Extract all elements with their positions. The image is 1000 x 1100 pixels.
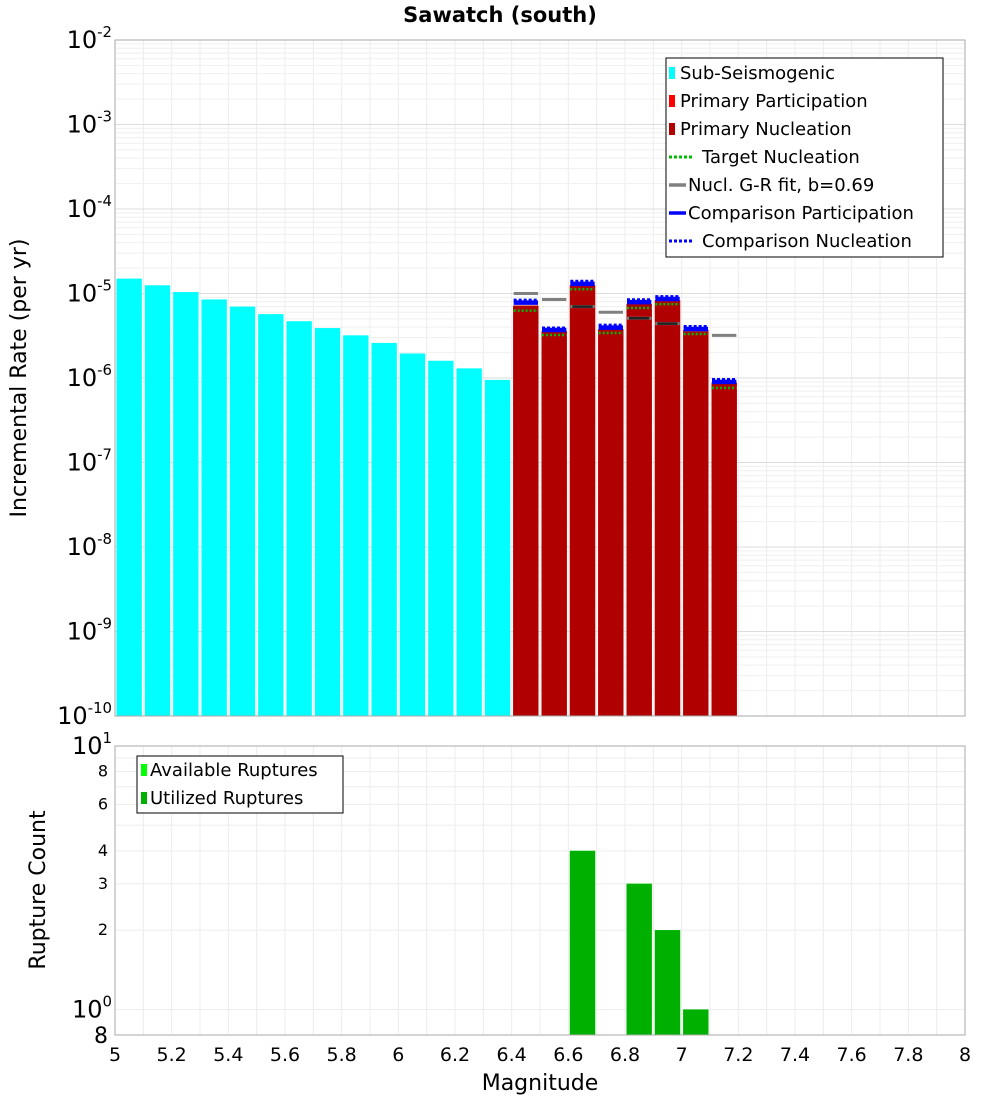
- top-panel-lines: [513, 279, 737, 390]
- bar: [569, 850, 596, 1035]
- x-tick-label: 6.6: [553, 1044, 583, 1066]
- bar: [173, 292, 199, 716]
- legend-label: Nucl. G-R fit, b=0.69: [688, 175, 874, 196]
- y-tick-label: 2: [98, 920, 108, 939]
- y-tick-label: 10-10: [57, 699, 112, 730]
- top-plot-frame: [114, 39, 966, 717]
- legend-label: Sub-Seismogenic: [680, 63, 835, 84]
- y-tick-label: 10-5: [67, 277, 112, 308]
- top-panel-bars: [116, 278, 737, 716]
- x-tick-label: 6.2: [440, 1044, 470, 1066]
- x-tick-labels: 5 5.2 5.4 5.6 5.8 6 6.2 6.4 6.6 6.8 7 7.2 7.4 7.6 7.8 8: [109, 1044, 971, 1066]
- y-tick-label: 8: [98, 762, 108, 781]
- bar: [683, 329, 709, 716]
- bar: [258, 314, 284, 716]
- legend-swatch: [141, 792, 147, 804]
- bar: [116, 278, 142, 716]
- bar: [201, 299, 227, 716]
- legend-swatch: [669, 123, 675, 135]
- top-y-axis-label: Incremental Rate (per yr): [7, 239, 32, 518]
- y-tick-label: 8: [94, 1024, 108, 1049]
- bar: [286, 321, 312, 716]
- legend-box: [665, 57, 944, 258]
- x-tick-label: 5.6: [270, 1044, 300, 1066]
- y-tick-label: 10-6: [67, 361, 112, 392]
- legend-label: Primary Participation: [680, 91, 868, 112]
- x-tick-label: 6: [392, 1044, 404, 1066]
- x-tick-label: 5.8: [327, 1044, 357, 1066]
- bar: [626, 304, 652, 716]
- y-tick-label: 101: [72, 729, 112, 760]
- bar: [144, 285, 171, 716]
- y-tick-label: 10-2: [67, 23, 112, 54]
- legend-label: Comparison Nucleation: [702, 231, 912, 252]
- legend-label: Available Ruptures: [150, 760, 318, 781]
- legend-label: Comparison Participation: [688, 203, 914, 224]
- x-tick-label: 5: [109, 1044, 121, 1066]
- y-tick-label: 6: [98, 794, 108, 813]
- x-tick-label: 7.4: [780, 1044, 810, 1066]
- legend-swatch: [669, 95, 675, 107]
- y-tick-label: 4: [98, 841, 108, 860]
- bottom-plot-frame: [114, 745, 966, 1036]
- x-tick-label: 8: [959, 1044, 971, 1066]
- chart-title: Sawatch (south): [403, 3, 597, 27]
- y-tick-label: 3: [98, 874, 108, 893]
- bar: [626, 883, 652, 1035]
- legend-swatch: [141, 764, 147, 776]
- bar: [229, 306, 256, 716]
- bar: [513, 305, 539, 716]
- y-tick-label: 10-9: [67, 615, 112, 646]
- bar: [399, 353, 426, 716]
- bottom-panel-bars: [569, 850, 709, 1035]
- y-tick-label: 10-8: [67, 530, 112, 561]
- x-tick-label: 5.2: [157, 1044, 187, 1066]
- legend-label: Primary Nucleation: [680, 119, 852, 140]
- y-tick-label: 10-3: [67, 108, 112, 139]
- x-tick-label: 7.6: [837, 1044, 867, 1066]
- bar: [654, 300, 681, 716]
- bar: [711, 382, 737, 716]
- y-tick-label: 10-7: [67, 446, 112, 477]
- bar: [541, 330, 567, 716]
- bar: [428, 360, 454, 716]
- x-tick-label: 6.4: [497, 1044, 527, 1066]
- bottom-y-axis-label: Rupture Count: [26, 810, 51, 970]
- y-tick-label: 10-4: [67, 192, 112, 223]
- y-tick-label: 100: [72, 993, 112, 1024]
- bar: [314, 328, 341, 716]
- bar: [371, 342, 397, 716]
- bar: [654, 930, 681, 1035]
- bar: [683, 1009, 709, 1035]
- x-tick-label: 5.4: [213, 1044, 243, 1066]
- bar: [343, 335, 369, 716]
- top-y-tick-labels: 10-10 10-9 10-8 10-7 10-6 10-5 10-4 10-3 10-2: [57, 23, 112, 730]
- bar: [569, 285, 596, 716]
- bottom-legend: Available Ruptures Utilized Ruptures: [136, 755, 344, 814]
- bar: [456, 368, 482, 716]
- x-tick-label: 6.8: [610, 1044, 640, 1066]
- bar: [598, 329, 624, 716]
- bar: [484, 379, 511, 716]
- top-legend: Sub-Seismogenic Primary Participation Prim…: [665, 57, 944, 258]
- x-tick-label: 7: [676, 1044, 688, 1066]
- legend-label: Utilized Ruptures: [150, 788, 303, 809]
- legend-box: [136, 755, 344, 814]
- legend-label: Target Nucleation: [701, 147, 860, 168]
- x-axis-label: Magnitude: [482, 1071, 599, 1096]
- legend-swatch: [669, 67, 675, 79]
- x-tick-label: 7.2: [723, 1044, 753, 1066]
- x-tick-label: 7.8: [893, 1044, 923, 1066]
